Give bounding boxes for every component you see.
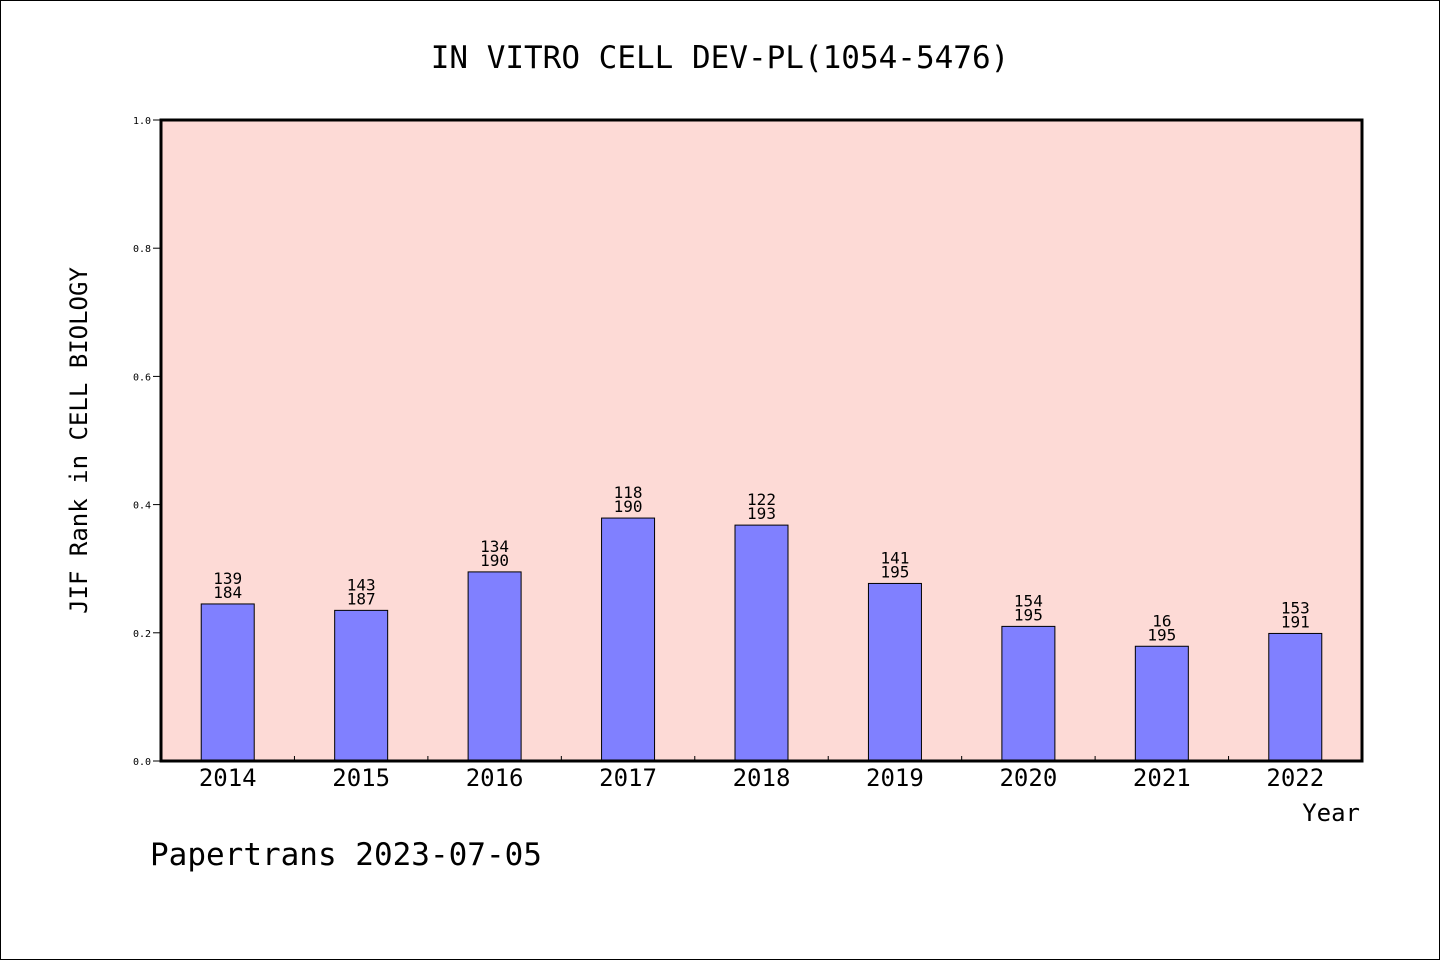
y-tick-label: 0.0 <box>133 757 151 768</box>
bar-2016 <box>467 571 522 762</box>
y-tick-label: 0.4 <box>133 501 151 512</box>
rank-label-2014: 139 <box>213 569 242 588</box>
y-tick-label: 0.6 <box>133 372 151 383</box>
chart-title: IN VITRO CELL DEV-PL(1054-5476) <box>431 40 1010 76</box>
total-label-2019: 195 <box>880 562 909 581</box>
total-label-2020: 195 <box>1014 605 1043 624</box>
bar-2020 <box>1001 625 1056 762</box>
x-tick-2014: 2014 <box>199 764 257 792</box>
y-axis: 0.0 0.2 0.4 0.6 0.8 1.0 <box>133 116 161 768</box>
x-tick-2017: 2017 <box>599 764 657 792</box>
x-tick-2016: 2016 <box>466 764 524 792</box>
x-tick-2019: 2019 <box>866 764 924 792</box>
x-tick-2022: 2022 <box>1266 764 1324 792</box>
total-label-2022: 191 <box>1281 612 1310 631</box>
x-tick-2015: 2015 <box>332 764 390 792</box>
x-tick-2020: 2020 <box>999 764 1057 792</box>
x-tick-2021: 2021 <box>1133 764 1191 792</box>
bars-group <box>200 517 1323 762</box>
total-label-2014: 184 <box>213 583 242 602</box>
total-label-2015: 187 <box>347 589 376 608</box>
plot-frame <box>159 118 1364 763</box>
bar-2017 <box>601 517 656 762</box>
total-label-2018: 193 <box>747 504 776 523</box>
x-axis-label: Year <box>1302 799 1360 827</box>
bar-2014 <box>200 603 255 762</box>
bar-2019 <box>867 582 922 762</box>
rank-label-2021: 16 <box>1152 611 1171 630</box>
y-tick-label: 0.2 <box>133 629 151 640</box>
rank-label-2022: 153 <box>1281 598 1310 617</box>
bar-2021 <box>1134 645 1189 762</box>
y-axis-label: JIF Rank in CELL BIOLOGY <box>65 267 93 614</box>
total-label-2017: 190 <box>614 497 643 516</box>
rank-label-2016: 134 <box>480 537 509 556</box>
rank-label-2017: 118 <box>614 483 643 502</box>
bar-2022 <box>1268 632 1323 762</box>
x-tick-2018: 2018 <box>733 764 791 792</box>
rank-label-2015: 143 <box>347 575 376 594</box>
footer-credit: Papertrans 2023-07-05 <box>150 837 542 873</box>
total-label-2016: 190 <box>480 551 509 570</box>
bar-2018 <box>734 524 789 762</box>
bar-2015 <box>334 609 389 762</box>
total-label-2021: 195 <box>1147 625 1176 644</box>
rank-label-2020: 154 <box>1014 591 1043 610</box>
rank-label-2019: 141 <box>880 548 909 567</box>
y-tick-label: 1.0 <box>133 116 151 127</box>
y-tick-label: 0.8 <box>133 244 151 255</box>
rank-label-2018: 122 <box>747 490 776 509</box>
x-axis: 2014 2015 2016 2017 2018 2019 2020 2021 2022 <box>199 756 1324 792</box>
